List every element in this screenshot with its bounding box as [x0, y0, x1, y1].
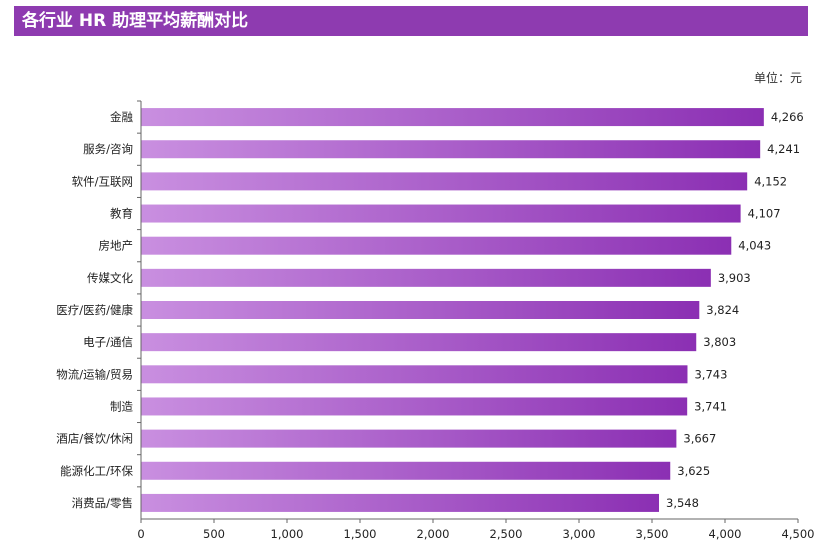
bar	[141, 204, 741, 223]
value-label: 3,824	[706, 303, 739, 317]
value-label: 3,803	[703, 335, 736, 349]
value-label: 3,903	[718, 271, 751, 285]
x-tick-label: 1,500	[344, 527, 377, 541]
value-label: 4,241	[767, 142, 800, 156]
value-label: 3,548	[666, 496, 699, 510]
x-tick-label: 4,500	[782, 527, 815, 541]
category-label: 金融	[110, 110, 133, 124]
category-label: 传媒文化	[87, 271, 133, 285]
bar	[141, 172, 748, 191]
bar	[141, 493, 660, 512]
value-label: 4,152	[754, 174, 787, 188]
value-label: 3,741	[694, 399, 727, 413]
category-label: 制造	[110, 399, 133, 413]
x-tick-label: 500	[203, 527, 225, 541]
category-label: 服务/咨询	[83, 142, 133, 156]
value-label: 4,266	[771, 110, 804, 124]
x-tick-label: 0	[137, 527, 144, 541]
bar	[141, 429, 677, 448]
value-label: 3,625	[677, 464, 710, 478]
bar	[141, 333, 697, 352]
bar	[141, 461, 671, 480]
bar	[141, 108, 764, 127]
category-label: 软件/互联网	[72, 174, 133, 188]
value-label: 3,667	[683, 432, 716, 446]
category-label: 教育	[110, 207, 133, 221]
value-label: 4,043	[738, 239, 771, 253]
bars-layer	[141, 108, 764, 512]
bar	[141, 397, 688, 416]
title-bar: 各行业 HR 助理平均薪酬对比	[14, 6, 808, 36]
x-tick-label: 2,500	[490, 527, 523, 541]
x-tick-label: 2,000	[417, 527, 450, 541]
category-label: 消费品/零售	[72, 496, 133, 510]
x-tick-label: 3,000	[563, 527, 596, 541]
category-label: 物流/运输/贸易	[56, 367, 133, 381]
bar	[141, 268, 711, 287]
x-tick-label: 3,500	[636, 527, 669, 541]
category-label: 房地产	[99, 239, 134, 253]
bar	[141, 140, 761, 159]
axes-layer: 金融 4,266 服务/咨询 4,241 软件/互联网 4,152 教育 4,107 房地产 4,…	[56, 100, 815, 541]
value-label: 3,743	[694, 367, 727, 381]
category-label: 能源化工/环保	[60, 464, 133, 478]
value-label: 4,107	[748, 207, 781, 221]
x-tick-label: 4,000	[709, 527, 742, 541]
category-label: 酒店/餐饮/休闲	[56, 432, 133, 446]
bar	[141, 301, 700, 319]
category-label: 电子/通信	[83, 335, 133, 349]
category-label: 医疗/医药/健康	[56, 303, 133, 317]
bar	[141, 365, 688, 384]
chart-title: 各行业 HR 助理平均薪酬对比	[22, 11, 249, 31]
unit-label: 单位：元	[753, 71, 802, 85]
x-tick-label: 1,000	[271, 527, 304, 541]
bar	[141, 236, 732, 255]
